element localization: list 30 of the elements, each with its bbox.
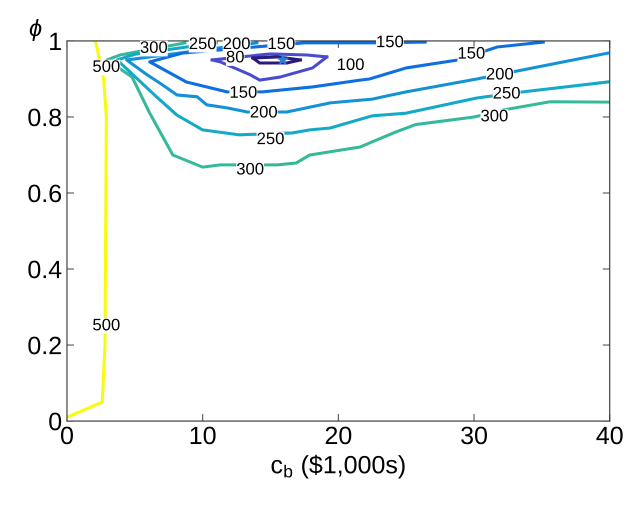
x-tick-label: 0 bbox=[61, 426, 73, 444]
annotation: 500 bbox=[93, 318, 120, 330]
x-tick-label: 40 bbox=[596, 426, 623, 444]
annotation: 250 bbox=[494, 86, 520, 99]
annotation: 250 bbox=[190, 37, 216, 50]
annotation: 200 bbox=[486, 68, 514, 80]
annotation: 150 bbox=[268, 37, 295, 50]
annotation: 200 bbox=[250, 106, 277, 118]
annotation: 150 bbox=[230, 86, 257, 98]
x-tick-label: 30 bbox=[461, 426, 487, 444]
y-tick-label: 0.4 bbox=[28, 260, 62, 278]
annotation: 100 bbox=[338, 58, 364, 70]
x-tick-label: 20 bbox=[326, 426, 352, 444]
y-tick-label: 0.8 bbox=[28, 108, 62, 126]
y-axis-title: ϕ bbox=[30, 18, 42, 41]
annotation: 300 bbox=[140, 41, 168, 54]
x-axis-title: c$_{b}$ ($1,000s) bbox=[272, 454, 405, 478]
annotation: 300 bbox=[481, 110, 508, 122]
annotation: 150 bbox=[377, 36, 404, 48]
y-tick-label: 0.6 bbox=[28, 184, 62, 202]
annotation: 150 bbox=[458, 46, 485, 59]
annotation: 200 bbox=[224, 37, 250, 50]
y-tick-label: 0 bbox=[49, 412, 62, 430]
annotation: 80 bbox=[226, 50, 244, 63]
y-tick-label: 0.2 bbox=[28, 336, 61, 354]
annotation: 250 bbox=[257, 132, 284, 144]
x-tick-label: 10 bbox=[190, 426, 216, 444]
annotation: 500 bbox=[93, 60, 120, 72]
annotation: 300 bbox=[236, 162, 264, 175]
y-tick-label: 1 bbox=[50, 32, 61, 50]
